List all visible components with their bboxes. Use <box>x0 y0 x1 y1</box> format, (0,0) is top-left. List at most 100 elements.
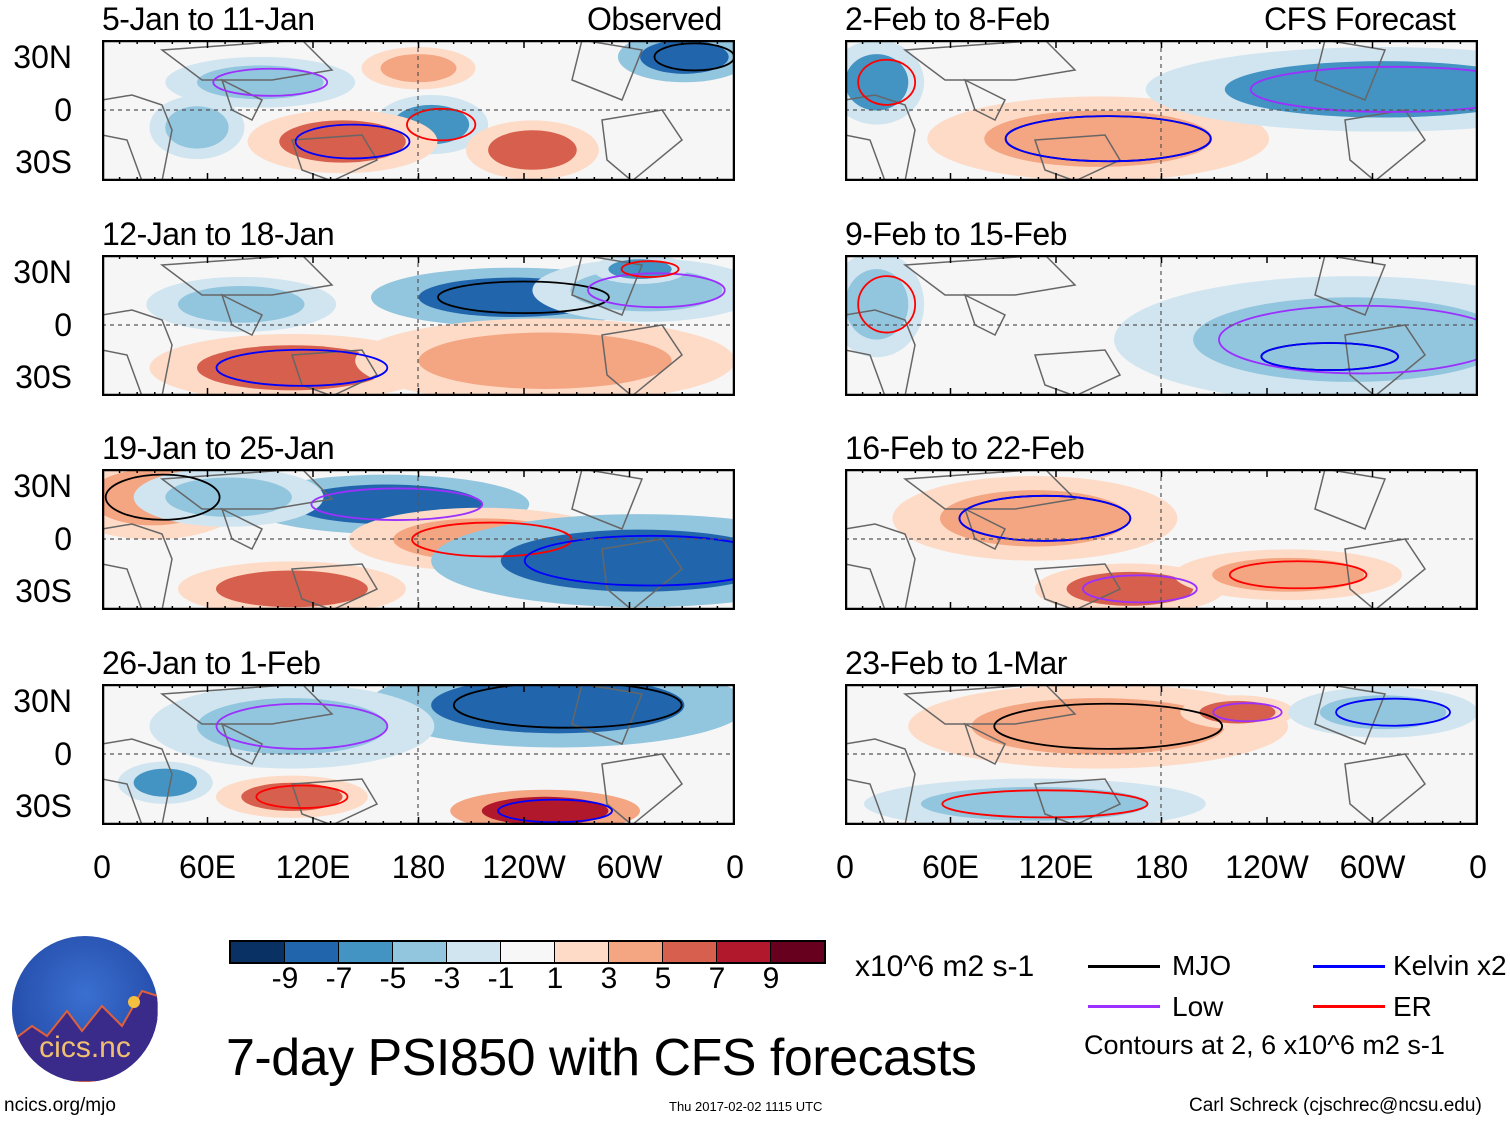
observed-label: Observed <box>587 1 722 37</box>
contour-line <box>620 260 680 278</box>
footer-timestamp: Thu 2017-02-02 1115 UTC <box>669 1099 823 1114</box>
x-tick-label: 180 <box>1134 849 1189 885</box>
y-tick-label: 30N <box>13 683 72 719</box>
y-tick-label: 30S <box>15 573 72 609</box>
colorbar-label: -5 <box>379 962 407 995</box>
colorbar-swatch <box>663 942 717 962</box>
colorbar-swatch <box>393 942 447 962</box>
colorbar-swatch <box>609 942 663 962</box>
anomaly-core <box>1212 557 1365 592</box>
contour-line <box>523 534 735 587</box>
map-panel <box>102 40 735 181</box>
anomaly-core <box>984 110 1213 167</box>
coastline <box>571 469 644 530</box>
contour-line <box>215 702 389 750</box>
y-tick-label: 30S <box>15 359 72 395</box>
coastline <box>1314 40 1387 101</box>
map-panel <box>845 255 1478 396</box>
x-tick-label: 60E <box>179 849 236 885</box>
coastline <box>963 722 1007 766</box>
x-tick-label: 120E <box>1018 849 1094 885</box>
anomaly-core <box>380 54 457 83</box>
coastline <box>102 309 173 396</box>
y-tick-label: 30N <box>13 254 72 290</box>
panel-title: 26-Jan to 1-Feb <box>102 645 321 681</box>
contour-line <box>1218 304 1478 375</box>
y-tick-label: 30N <box>13 39 72 75</box>
legend-low: Low <box>1172 991 1224 1022</box>
footer-url[interactable]: ncics.org/mjo <box>4 1095 116 1116</box>
contour-line <box>406 107 477 142</box>
colorbar-swatch <box>501 942 555 962</box>
x-tick-label: 60W <box>1339 849 1406 885</box>
coastline <box>220 722 264 766</box>
anomaly-core <box>165 477 292 517</box>
coastline <box>845 523 916 610</box>
logo-text: cics.nc <box>39 1031 131 1064</box>
figure-title: 7-day PSI850 with CFS forecasts <box>226 1029 977 1087</box>
map-panel <box>845 469 1478 610</box>
contour-line <box>958 494 1132 542</box>
coastline <box>290 134 379 181</box>
kelvin-legend-line <box>1313 965 1385 968</box>
anomaly-core <box>133 768 197 797</box>
coastline <box>220 507 264 551</box>
contour-line <box>1212 702 1283 723</box>
x-tick-label: 60E <box>922 849 979 885</box>
anomaly-core <box>939 490 1130 547</box>
contour-line <box>1004 115 1212 163</box>
mountain-icon <box>12 989 158 1082</box>
coastline <box>290 563 379 610</box>
coastline <box>1033 349 1122 396</box>
forecast-label: CFS Forecast <box>1264 1 1456 37</box>
colorbar-swatch <box>555 942 609 962</box>
coastline <box>102 738 173 825</box>
anomaly-core <box>431 684 685 734</box>
contour-line <box>104 473 221 521</box>
panel-title: 5-Jan to 11-Jan <box>102 1 315 37</box>
map-panel <box>102 255 735 396</box>
coastline <box>220 78 264 122</box>
map-panel <box>102 684 735 825</box>
coastline <box>102 523 173 610</box>
colorbar-label: 7 <box>708 962 726 995</box>
coastline <box>571 684 644 745</box>
y-tick-label: 0 <box>54 92 72 128</box>
colorbar-swatch <box>285 942 339 962</box>
map-panel <box>102 469 735 610</box>
x-tick-label: 120E <box>275 849 351 885</box>
anomaly-core <box>845 269 909 340</box>
er-legend-line <box>1313 1005 1385 1008</box>
colorbar-swatch <box>231 942 285 962</box>
contours-note: Contours at 2, 6 x10^6 m2 s-1 <box>1084 1030 1445 1060</box>
y-tick-label: 0 <box>54 736 72 772</box>
coastline <box>290 778 379 825</box>
y-tick-label: 30S <box>15 788 72 824</box>
coastline <box>601 109 684 181</box>
y-tick-label: 0 <box>54 521 72 557</box>
anomaly-core <box>196 345 387 391</box>
coastline <box>1314 255 1387 316</box>
colorbar-label: -9 <box>271 962 299 995</box>
coastline <box>290 349 379 396</box>
contour-line <box>294 123 411 160</box>
coastline <box>1344 324 1427 396</box>
anomaly-core <box>279 120 406 163</box>
colorbar-label: -3 <box>433 962 461 995</box>
coastline <box>220 293 264 337</box>
footer-author: Carl Schreck (cjschrec@ncsu.edu) <box>1189 1095 1482 1116</box>
anomaly-core <box>1224 61 1478 118</box>
anomaly-core <box>215 570 368 608</box>
y-tick-label: 30N <box>13 468 72 504</box>
coastline <box>571 255 644 316</box>
x-tick-label: 120W <box>482 849 566 885</box>
x-tick-label: 0 <box>836 849 854 885</box>
colorbar <box>229 940 826 964</box>
anomaly-core <box>920 786 1149 821</box>
anomaly-core <box>1066 571 1194 606</box>
coastline <box>963 78 1007 122</box>
colorbar-label: 1 <box>546 962 564 995</box>
colorbar-swatch <box>339 942 393 962</box>
colorbar-swatch <box>447 942 501 962</box>
contour-line <box>215 348 389 387</box>
